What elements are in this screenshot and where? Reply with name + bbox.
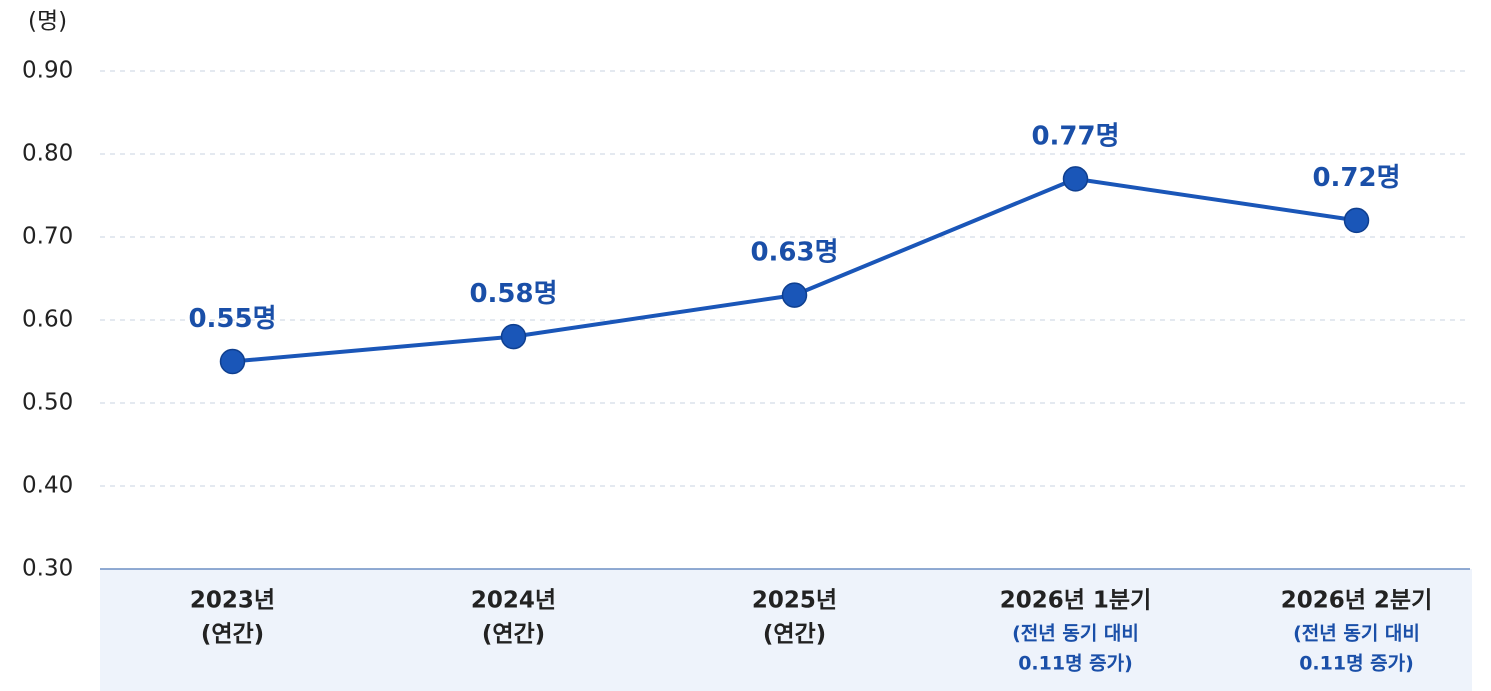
point xyxy=(781,282,808,308)
category-band xyxy=(100,569,1472,691)
point xyxy=(500,323,527,350)
data-label: 0.63명 xyxy=(750,238,838,268)
category-note: (연간) xyxy=(201,622,264,648)
annotation: 0.11명 증가) xyxy=(1299,653,1414,675)
annotation: (전년 동기 대비 xyxy=(1012,623,1139,645)
annotation: (전년 동기 대비 xyxy=(1293,623,1420,645)
point xyxy=(1062,166,1089,192)
x-tick-label: 2025년 xyxy=(752,588,837,614)
category-note: (연간) xyxy=(482,622,545,648)
y-tick-label: 0.90 xyxy=(22,58,73,84)
y-tick-label: 0.50 xyxy=(22,390,73,416)
data-label: 0.55명 xyxy=(188,304,276,334)
category-note: (연간) xyxy=(763,622,826,648)
y-axis-label: (명) xyxy=(28,9,67,35)
data-label: 0.58명 xyxy=(469,279,557,309)
point xyxy=(219,348,246,375)
data-label: 0.72명 xyxy=(1312,163,1400,193)
point xyxy=(1343,207,1370,234)
y-tick-label: 0.30 xyxy=(22,556,73,582)
line xyxy=(232,176,1357,364)
data-label: 0.77명 xyxy=(1031,121,1119,151)
y-tick-label: 0.40 xyxy=(22,473,73,499)
y-tick-label: 0.80 xyxy=(22,141,73,167)
x-tick-label: 2024년 xyxy=(471,588,556,614)
x-tick-label: 2023년 xyxy=(190,588,275,614)
y-tick-label: 0.70 xyxy=(22,224,73,250)
annotation: 0.11명 증가) xyxy=(1018,653,1133,675)
x-tick-label: 2026년 2분기 xyxy=(1281,588,1433,614)
y-tick-label: 0.60 xyxy=(22,307,73,333)
x-tick-label: 2026년 1분기 xyxy=(1000,588,1152,614)
